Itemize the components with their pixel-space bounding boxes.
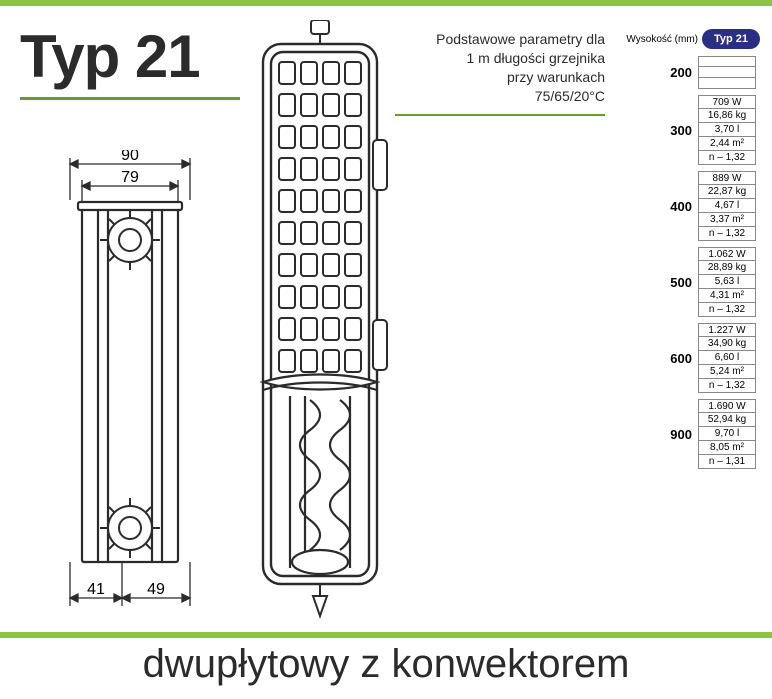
spec-cell: 28,89 kg [698, 261, 756, 275]
param-line: Podstawowe parametry dla [395, 30, 605, 49]
spec-row-group: 5001.062 W28,89 kg5,63 l4,31 m²n – 1,32 [620, 247, 760, 317]
spec-row-group: 9001.690 W52,94 kg9,70 l8,05 m²n – 1,31 [620, 399, 760, 469]
type-title: Typ 21 [20, 22, 240, 91]
spec-cell: 4,31 m² [698, 289, 756, 303]
radiator-front-drawing [245, 20, 395, 625]
spec-cell: 9,70 l [698, 427, 756, 441]
spec-row-group: 200 [620, 56, 760, 89]
spec-row-group: 6001.227 W34,90 kg6,60 l5,24 m²n – 1,32 [620, 323, 760, 393]
type-badge: Typ 21 [702, 29, 760, 49]
spec-row-group: 300709 W16,86 kg3,70 l2,44 m²n – 1,32 [620, 95, 760, 165]
spec-cell: 3,37 m² [698, 213, 756, 227]
spec-cell: 52,94 kg [698, 413, 756, 427]
param-line: 1 m długości grzejnika [395, 49, 605, 68]
spec-cell [698, 56, 756, 67]
spec-cell: 8,05 m² [698, 441, 756, 455]
top-green-bar [0, 0, 772, 6]
spec-cell [698, 67, 756, 78]
spec-cell: 5,63 l [698, 275, 756, 289]
spec-cell: 5,24 m² [698, 365, 756, 379]
height-label: 400 [620, 199, 698, 214]
spec-cell: 1.227 W [698, 323, 756, 337]
spec-table: Wysokość (mm) Typ 21 200 300709 W16,86 kg… [620, 28, 760, 469]
dim-79: 79 [121, 169, 139, 186]
spec-cell: n – 1,31 [698, 455, 756, 469]
spec-cell [698, 78, 756, 89]
subtitle: dwupłytowy z konwektorem [0, 642, 772, 687]
spec-cell: 889 W [698, 171, 756, 185]
spec-cell: 34,90 kg [698, 337, 756, 351]
radiator-side-drawing: 90 79 [60, 150, 230, 625]
spec-cells: 709 W16,86 kg3,70 l2,44 m²n – 1,32 [698, 95, 756, 165]
type-title-block: Typ 21 [20, 22, 240, 100]
height-label: 200 [620, 65, 698, 80]
spec-cells: 1.690 W52,94 kg9,70 l8,05 m²n – 1,31 [698, 399, 756, 469]
spec-cell: n – 1,32 [698, 379, 756, 393]
spec-cell: 22,87 kg [698, 185, 756, 199]
bottom-green-bar [0, 632, 772, 638]
spec-cells: 1.227 W34,90 kg6,60 l5,24 m²n – 1,32 [698, 323, 756, 393]
spec-table-header: Wysokość (mm) Typ 21 [620, 28, 760, 50]
spec-cells: 1.062 W28,89 kg5,63 l4,31 m²n – 1,32 [698, 247, 756, 317]
spec-row-group: 400889 W22,87 kg4,67 l3,37 m²n – 1,32 [620, 171, 760, 241]
height-label: 300 [620, 123, 698, 138]
spec-cell: 1.690 W [698, 399, 756, 413]
height-label: 600 [620, 351, 698, 366]
spec-cell: 2,44 m² [698, 137, 756, 151]
dim-41: 41 [87, 581, 105, 598]
spec-cell: 6,60 l [698, 351, 756, 365]
spec-cell: 3,70 l [698, 123, 756, 137]
dim-49: 49 [147, 581, 165, 598]
spec-cell: 4,67 l [698, 199, 756, 213]
spec-cell: n – 1,32 [698, 303, 756, 317]
spec-cells [698, 56, 756, 89]
dim-90: 90 [121, 150, 139, 164]
height-label: 900 [620, 427, 698, 442]
parameters-block: Podstawowe parametry dla 1 m długości gr… [395, 30, 605, 116]
spec-cell: 1.062 W [698, 247, 756, 261]
spec-cell: n – 1,32 [698, 227, 756, 241]
spec-cells: 889 W22,87 kg4,67 l3,37 m²n – 1,32 [698, 171, 756, 241]
param-line: 75/65/20°C [395, 87, 605, 106]
height-header-label: Wysokość (mm) [620, 34, 702, 45]
spec-cell: 709 W [698, 95, 756, 109]
spec-cell: 16,86 kg [698, 109, 756, 123]
height-label: 500 [620, 275, 698, 290]
param-line: przy warunkach [395, 68, 605, 87]
spec-cell: n – 1,32 [698, 151, 756, 165]
